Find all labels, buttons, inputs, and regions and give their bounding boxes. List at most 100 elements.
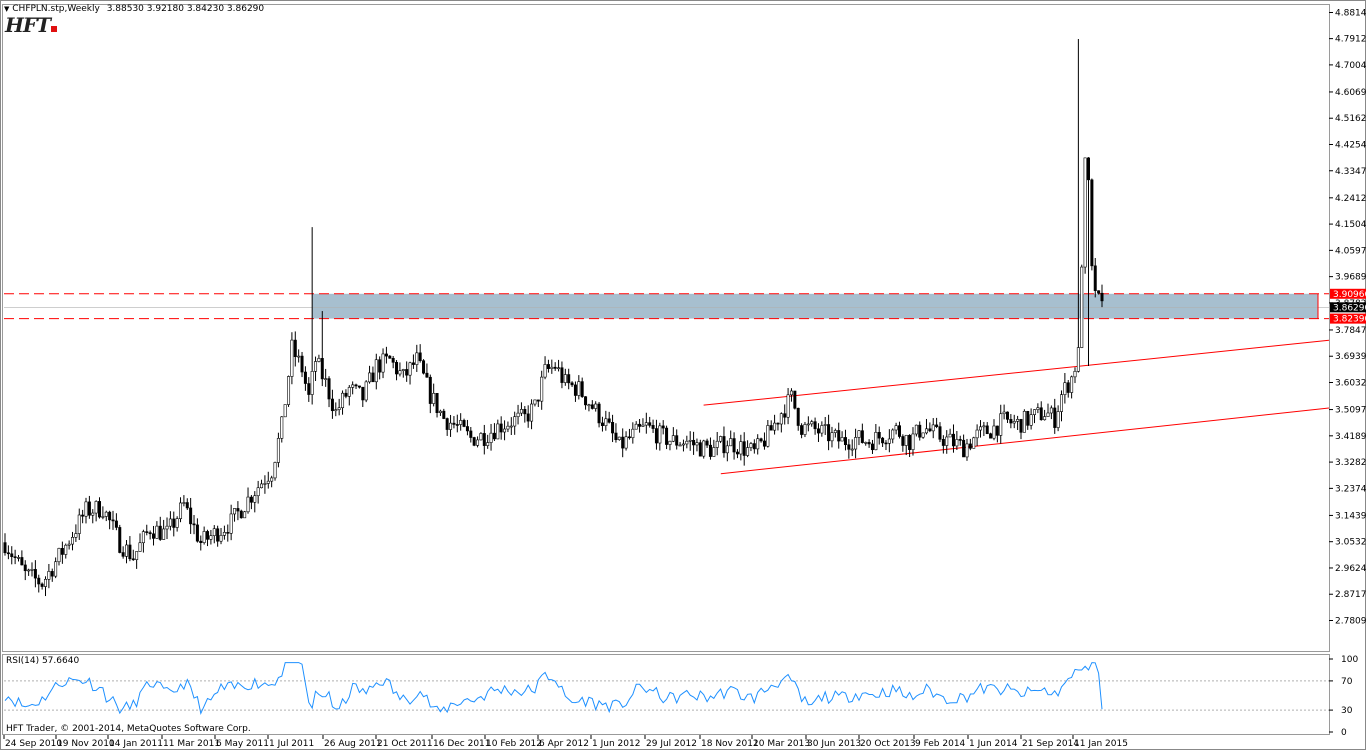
candle-body — [118, 527, 122, 553]
candle-body — [442, 410, 446, 419]
candle-body — [884, 442, 888, 445]
candle-body — [297, 355, 301, 358]
candle-body — [847, 444, 851, 450]
candle-body — [860, 430, 864, 443]
candle-body — [931, 424, 935, 432]
candle-body — [1005, 411, 1009, 420]
candle-body — [283, 404, 287, 418]
candle-body — [158, 525, 162, 540]
symbol-title: CHFPLN.stp,Weekly — [12, 4, 100, 14]
candle-body — [941, 438, 945, 446]
x-tick-label: 21 Sep 2014 — [1022, 739, 1079, 749]
y-tick-label: 4.70045 — [1335, 61, 1366, 71]
candle-body — [722, 436, 726, 454]
candle-body — [57, 548, 61, 563]
candle-body — [725, 445, 729, 454]
y-tick-label: 3.60320 — [1335, 378, 1366, 388]
candle-body — [202, 531, 206, 543]
candle-body — [327, 378, 331, 400]
candle-body — [746, 447, 750, 456]
resistance-zone — [4, 293, 1329, 320]
candle-body — [1049, 407, 1053, 414]
x-tick-label: 11 Jan 2015 — [1074, 739, 1128, 749]
candle-body — [1086, 157, 1090, 181]
candle-body — [557, 367, 561, 370]
y-tick-label: 4.79120 — [1335, 35, 1366, 45]
candle-body — [874, 432, 878, 451]
candle-body — [995, 425, 999, 436]
candle-body — [611, 421, 615, 434]
candle-body — [513, 416, 517, 427]
x-tick-label: 20 Oct 2013 — [860, 739, 916, 749]
candle-body — [40, 583, 44, 587]
candle-body — [209, 535, 213, 540]
candle-body — [816, 428, 820, 434]
candle-body — [749, 443, 753, 448]
candle-body — [20, 557, 24, 566]
y-tick-label: 2.87170 — [1335, 590, 1366, 600]
candle-body — [131, 558, 135, 561]
candle-body — [128, 544, 132, 560]
zone-fill — [312, 293, 1318, 319]
zone-bottom-price-tag: 3.82390 — [1333, 315, 1366, 325]
candle-body — [999, 413, 1003, 436]
candle-body — [587, 404, 591, 407]
candle-body — [1080, 266, 1084, 348]
menu-triangle-icon[interactable]: ▼ — [4, 5, 10, 13]
candle-body — [877, 432, 881, 439]
candle-body — [168, 518, 172, 527]
candle-body — [708, 444, 712, 457]
zone-top-price-tag: 3.90966 — [1333, 290, 1366, 300]
candle-body — [1083, 157, 1087, 268]
candle-body — [897, 425, 901, 437]
candle-body — [681, 443, 685, 446]
candle-body — [317, 358, 321, 362]
candle-body — [108, 511, 112, 521]
candle-body — [1009, 419, 1013, 424]
candle-body — [1097, 290, 1101, 294]
y-tick-label: 2.78095 — [1335, 617, 1366, 627]
candle-body — [1059, 394, 1063, 412]
candle-body — [165, 525, 169, 530]
candle-body — [256, 487, 260, 497]
x-tick-label: 30 Jun 2013 — [807, 739, 861, 749]
x-tick-label: 29 Jul 2012 — [646, 739, 697, 749]
x-tick-label: 11 Mar 2011 — [163, 739, 220, 749]
x-tick-label: 1 Jun 2012 — [592, 739, 640, 749]
candle-body — [901, 436, 905, 446]
candle-body — [459, 420, 463, 425]
y-tick-label: 3.69395 — [1335, 352, 1366, 362]
candle-body — [489, 432, 493, 443]
candle-body — [540, 376, 544, 402]
candle-body — [1053, 407, 1057, 428]
rsi-label: RSI(14) 57.6640 — [6, 656, 80, 666]
candle-body — [395, 362, 399, 375]
candle-body — [533, 399, 537, 405]
candle-body — [810, 421, 814, 425]
rsi-axis: 100 70 30 0 — [1329, 655, 1358, 738]
candle-body — [904, 434, 908, 446]
y-tick-label: 3.14395 — [1335, 511, 1366, 521]
candle-body — [594, 403, 598, 409]
candle-body — [820, 425, 824, 434]
candle-body — [219, 535, 223, 542]
candle-body — [496, 423, 500, 440]
candle-body — [1046, 412, 1050, 417]
candle-body — [560, 367, 564, 383]
candle-body — [519, 409, 523, 414]
candle-body — [425, 372, 429, 378]
candle-body — [486, 442, 490, 446]
candle-body — [604, 418, 608, 426]
y-tick-label: 4.33470 — [1335, 167, 1366, 177]
candle-body — [719, 436, 723, 442]
candle-body — [445, 418, 449, 430]
candle-body — [408, 362, 412, 376]
candle-body — [989, 433, 993, 439]
candle-body — [857, 430, 861, 438]
candle-body — [752, 443, 756, 450]
candle-body — [938, 426, 942, 440]
candle-body — [236, 508, 240, 512]
candle-body — [17, 557, 21, 559]
candle-body — [739, 441, 743, 455]
x-tick-label: 21 Oct 2011 — [377, 739, 433, 749]
